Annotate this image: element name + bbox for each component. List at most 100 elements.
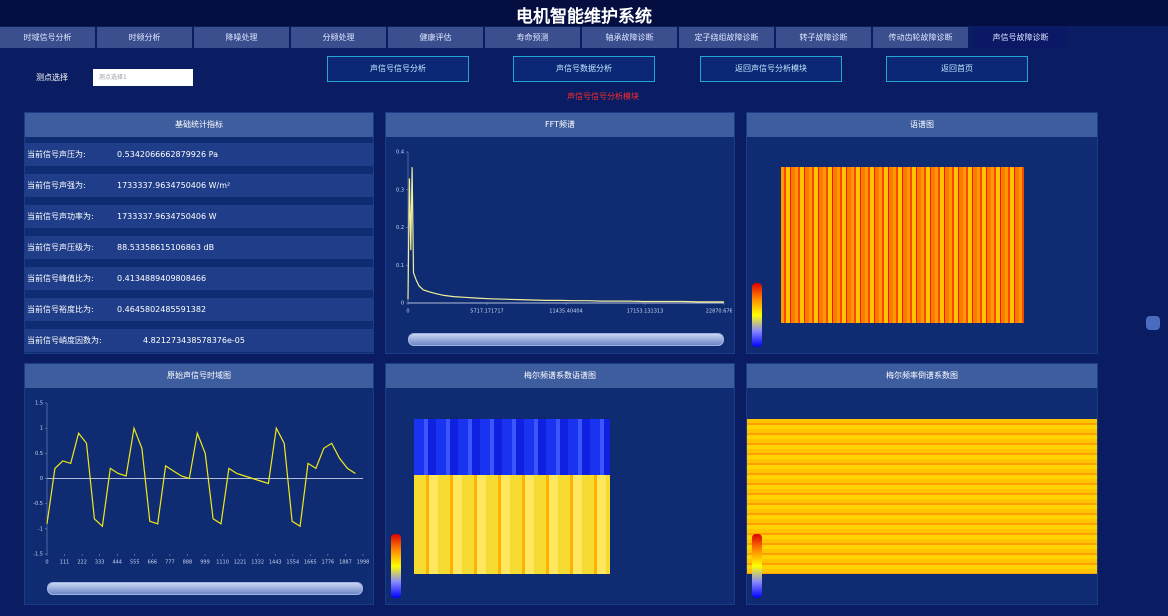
stat-value: 0.4645802485591382 xyxy=(117,305,207,314)
status-text: 声信号信号分析模块 xyxy=(567,92,639,101)
x-tick-label: 1776 xyxy=(322,560,335,566)
x-tick-label: 1887 xyxy=(339,560,352,566)
tab[interactable]: 定子绕组故障诊断 xyxy=(679,27,774,48)
tab[interactable]: 轴承故障诊断 xyxy=(582,27,677,48)
stat-row: 当前信号声功率为: 1733337.9634750406 W xyxy=(25,205,373,228)
color-bar xyxy=(752,283,762,347)
stat-label: 当前信号裕度比为: xyxy=(27,305,94,314)
x-tick-label: 666 xyxy=(148,560,158,566)
stat-row: 当前信号声压级为: 88.53358615106863 dB xyxy=(25,236,373,259)
spectrogram-panel: 语谱图 xyxy=(746,112,1098,354)
tab[interactable]: 寿命预测 xyxy=(485,27,580,48)
tab[interactable]: 时域信号分析 xyxy=(0,27,95,48)
tab[interactable]: 声信号故障诊断 xyxy=(973,27,1068,48)
panel-title: 基础统计指标 xyxy=(25,113,373,137)
x-tick-label: 0 xyxy=(406,309,409,315)
x-tick-label: 111 xyxy=(60,560,70,566)
nav-button[interactable]: 返回声信号分析模块 xyxy=(700,56,842,82)
x-tick-label: 0 xyxy=(45,560,48,566)
x-tick-label: 888 xyxy=(183,560,193,566)
nav-button[interactable]: 返回首页 xyxy=(886,56,1028,82)
fft-panel: FFT频谱 0 0.1 0.2 0.3 0.4 0 5717.171717 11435.4040… xyxy=(385,112,735,354)
stat-label: 当前信号峰值比为: xyxy=(27,274,94,283)
y-tick-label: 0 xyxy=(401,301,404,307)
spectrogram-image xyxy=(414,419,610,574)
spectrogram-image xyxy=(781,167,1024,323)
stat-value: 0.4134889409808466 xyxy=(117,274,207,283)
signal-line xyxy=(46,425,356,528)
y-tick-label: -0.5 xyxy=(33,501,43,507)
stat-label: 当前信号声压级为: xyxy=(27,243,94,252)
x-tick-label: 17153.131313 xyxy=(627,309,664,315)
x-tick-label: 22870.676767 xyxy=(706,309,732,315)
scrollbar xyxy=(408,333,724,346)
stat-row: 当前信号裕度比为: 0.4645802485591382 xyxy=(25,298,373,321)
y-tick-label: 1.5 xyxy=(35,401,43,407)
point-label: 测点选择 xyxy=(36,73,68,82)
tab[interactable]: 转子故障诊断 xyxy=(776,27,871,48)
y-tick-label: 0.1 xyxy=(396,263,404,269)
x-tick-label: 1998 xyxy=(357,560,370,566)
tab[interactable]: 分频处理 xyxy=(291,27,386,48)
nav-button[interactable]: 声信号数据分析 xyxy=(513,56,655,82)
x-tick-label: 444 xyxy=(112,560,122,566)
stat-label: 当前信号峭度因数为: xyxy=(27,336,102,345)
x-tick-label: 999 xyxy=(200,560,210,566)
panel-title: FFT频谱 xyxy=(386,113,734,137)
tab[interactable]: 健康评估 xyxy=(388,27,483,48)
panel-title: 语谱图 xyxy=(747,113,1097,137)
y-tick-label: 0.2 xyxy=(396,225,404,231)
title-bar xyxy=(0,0,1168,26)
y-tick-label: -1.5 xyxy=(33,552,43,558)
stat-value: 88.53358615106863 dB xyxy=(117,243,215,252)
x-tick-label: 1221 xyxy=(234,560,247,566)
side-button[interactable] xyxy=(1146,316,1160,330)
color-bar xyxy=(752,534,762,598)
stat-row: 当前信号声强为: 1733337.9634750406 W/m² xyxy=(25,174,373,197)
page-title: 电机智能维护系统 xyxy=(516,7,652,27)
stat-label: 当前信号声压为: xyxy=(27,150,86,159)
mel-panel: 梅尔频谱系数语谱图 xyxy=(385,363,735,605)
y-tick-label: 0.5 xyxy=(35,451,43,457)
x-tick-label: 222 xyxy=(77,560,87,566)
point-select[interactable]: 测点选择1 xyxy=(93,69,193,86)
x-tick-label: 1665 xyxy=(304,560,317,566)
tab[interactable]: 降噪处理 xyxy=(194,27,289,48)
x-tick-label: 5717.171717 xyxy=(470,309,503,315)
stat-value: 4.821273438578376e-05 xyxy=(143,336,245,345)
mfcc-panel: 梅尔频率倒谱系数图 xyxy=(746,363,1098,605)
x-tick-label: 777 xyxy=(165,560,175,566)
spectrogram-overlay xyxy=(414,475,610,574)
nav-button[interactable]: 声信号信号分析 xyxy=(327,56,469,82)
y-tick-label: 0 xyxy=(40,476,43,482)
panel-title: 梅尔频谱系数语谱图 xyxy=(386,364,734,388)
y-tick-label: 1 xyxy=(40,426,43,432)
stat-label: 当前信号声强为: xyxy=(27,181,86,190)
x-tick-label: 555 xyxy=(130,560,140,566)
stat-value: 0.5342066662879926 Pa xyxy=(117,150,218,159)
chart: 0 0.1 0.2 0.3 0.4 0 5717.171717 11435.40404 1715… xyxy=(396,150,732,315)
scrollbar xyxy=(47,582,363,595)
stat-row: 当前信号峭度因数为: 4.821273438578376e-05 xyxy=(25,329,373,352)
tab[interactable]: 时频分析 xyxy=(97,27,192,48)
stats-panel: 基础统计指标当前信号声压为: 0.5342066662879926 Pa 当前信号声… xyxy=(24,112,374,354)
stat-label: 当前信号声功率为: xyxy=(27,212,94,221)
chart: -1.5 -1 -0.5 0 0.5 1 1.5 0 111 222 333 444 555 666 777… xyxy=(33,401,370,566)
stat-value: 1733337.9634750406 W xyxy=(117,212,217,221)
y-tick-label: -1 xyxy=(38,526,43,532)
x-tick-label: 1332 xyxy=(251,560,264,566)
spectrogram-image xyxy=(747,419,1097,574)
signal-line xyxy=(407,167,724,303)
tab[interactable]: 传动齿轮故障诊断 xyxy=(873,27,968,48)
waveform-panel: 原始声信号时域图 -1.5 -1 -0.5 0 0.5 1 1.5 0 111 222 333 444 5… xyxy=(24,363,374,605)
x-tick-label: 1110 xyxy=(216,560,229,566)
panel-title: 原始声信号时域图 xyxy=(25,364,373,388)
panel-title: 梅尔频率倒谱系数图 xyxy=(747,364,1097,388)
x-tick-label: 1443 xyxy=(269,560,282,566)
stat-row: 当前信号峰值比为: 0.4134889409808466 xyxy=(25,267,373,290)
y-tick-label: 0.4 xyxy=(396,150,404,156)
color-bar xyxy=(391,534,401,598)
x-tick-label: 333 xyxy=(95,560,105,566)
x-tick-label: 1554 xyxy=(286,560,299,566)
